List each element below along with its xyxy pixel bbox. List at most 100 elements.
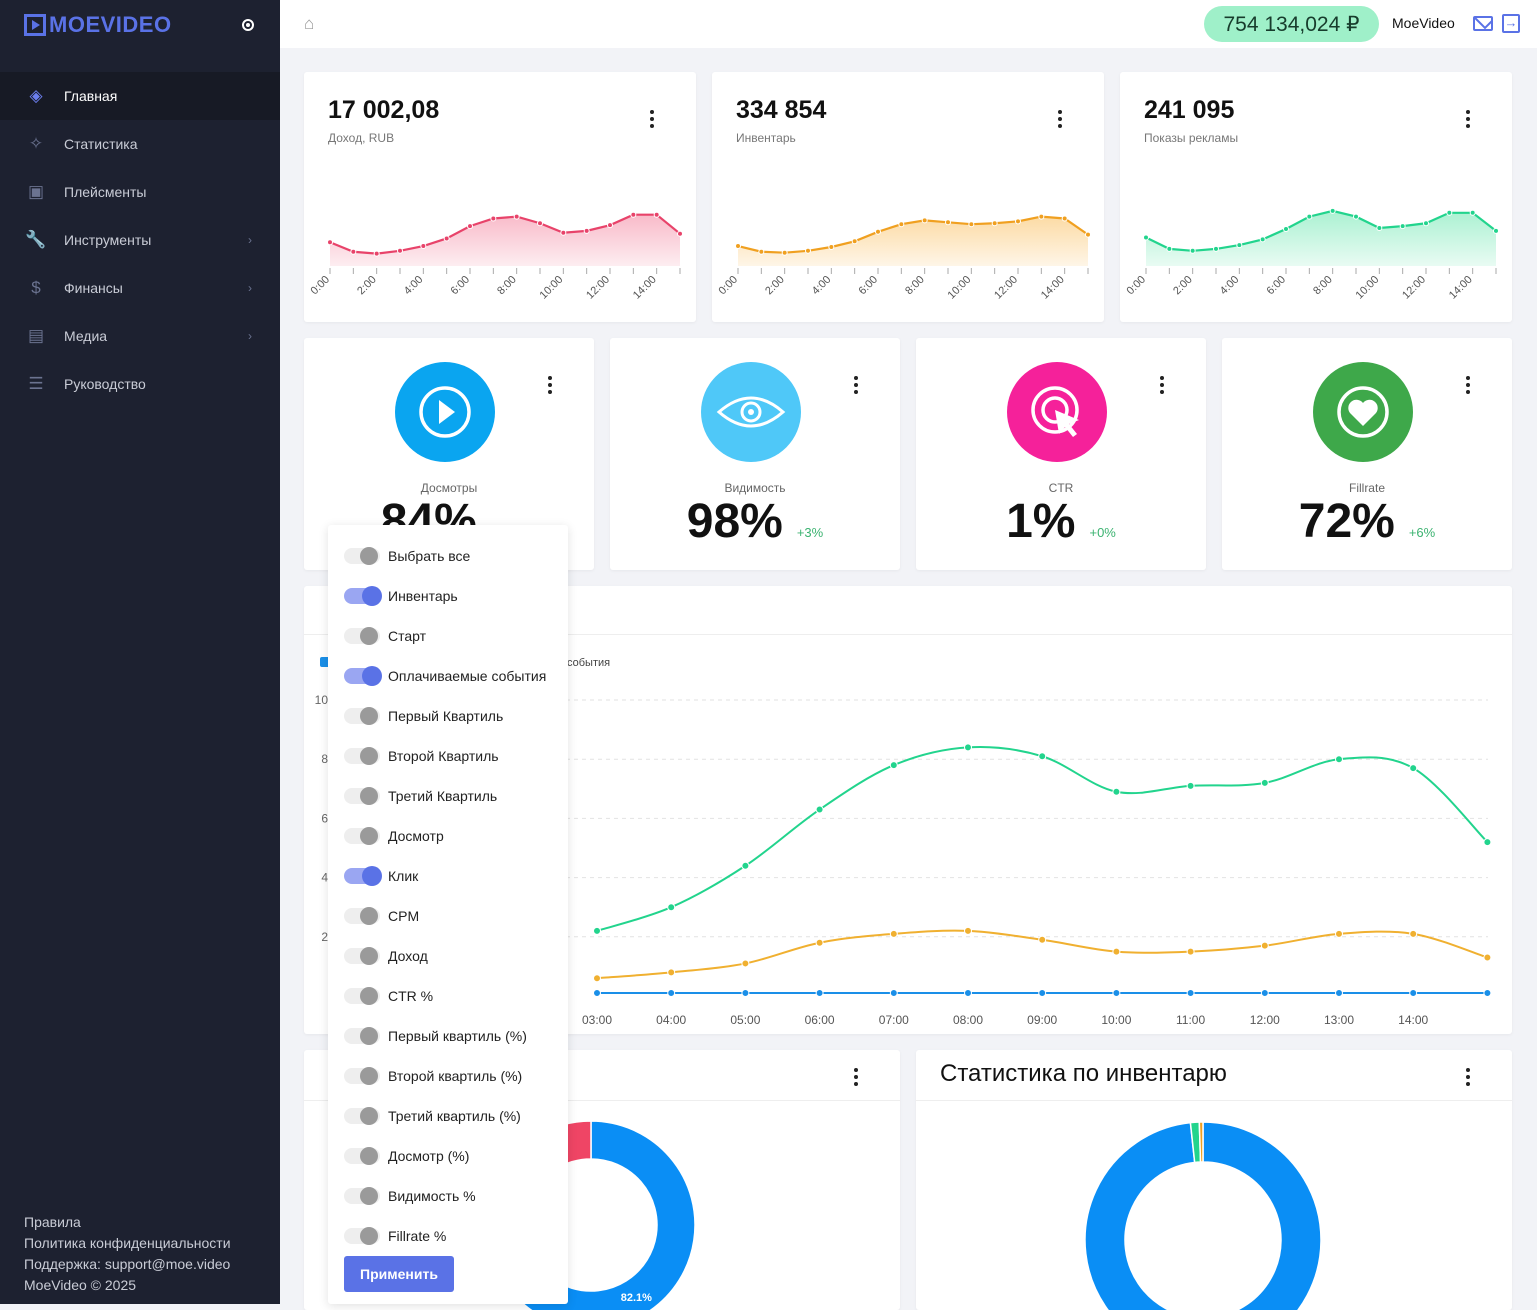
data-point[interactable] [1112,989,1121,998]
data-point[interactable] [815,805,824,814]
more-menu-icon[interactable] [546,376,554,397]
data-point[interactable] [964,926,972,935]
data-point[interactable] [889,989,898,998]
data-point[interactable] [1112,947,1121,956]
toggle-switch[interactable] [344,947,380,965]
series-toggle-item[interactable]: Клик [344,864,418,888]
logo[interactable]: MOEVIDEO [24,12,172,38]
more-menu-icon[interactable] [1158,376,1166,397]
data-point[interactable] [667,989,676,998]
data-point[interactable] [964,989,972,998]
data-point[interactable] [1483,953,1492,962]
series-toggle-item[interactable]: Третий квартиль (%) [344,1104,521,1128]
sidebar-item-3[interactable]: 🔧 Инструменты › [0,216,280,264]
series-toggle-item[interactable]: Инвентарь [344,584,458,608]
data-point[interactable] [667,903,676,912]
data-point[interactable] [815,989,824,998]
toggle-switch[interactable] [344,627,380,645]
toggle-switch[interactable] [344,666,382,686]
legend-marker[interactable] [320,657,330,667]
toggle-switch[interactable] [344,827,380,845]
more-menu-icon[interactable] [648,110,656,131]
data-point[interactable] [1260,778,1269,787]
toggle-switch[interactable] [344,987,380,1005]
data-point[interactable] [1409,764,1418,773]
series-toggle-item[interactable]: Оплачиваемые события [344,664,546,688]
toggle-switch[interactable] [344,1227,380,1245]
sidebar-item-0[interactable]: ◈ Главная [0,72,280,120]
toggle-switch[interactable] [344,586,382,606]
toggle-switch[interactable] [344,547,380,565]
toggle-switch[interactable] [344,1067,380,1085]
data-point[interactable] [1038,989,1047,998]
series-toggle-item[interactable]: Первый Квартиль [344,704,503,728]
data-point[interactable] [1335,755,1343,764]
series-toggle-item[interactable]: Досмотр [344,824,444,848]
donut-slice[interactable] [1084,1121,1322,1310]
series-toggle-item[interactable]: Второй Квартиль [344,744,499,768]
more-menu-icon[interactable] [852,1068,860,1089]
series-toggle-item[interactable]: Выбрать все [344,544,470,568]
data-point[interactable] [1483,989,1492,998]
series-toggle-item[interactable]: Fillrate % [344,1224,446,1248]
toggle-switch[interactable] [344,1187,380,1205]
home-icon[interactable]: ⌂ [304,14,315,33]
sidebar-item-6[interactable]: ☰ Руководство [0,360,280,408]
toggle-switch[interactable] [344,787,380,805]
series-toggle-item[interactable]: Досмотр (%) [344,1144,469,1168]
mail-icon[interactable] [1473,16,1493,31]
logout-icon[interactable]: → [1502,14,1520,33]
data-point[interactable] [1409,929,1418,938]
data-point[interactable] [1335,929,1343,938]
sidebar-item-2[interactable]: ▣ Плейсменты [0,168,280,216]
user-name[interactable]: MoeVideo [1392,15,1455,31]
more-menu-icon[interactable] [1056,110,1064,131]
toggle-switch[interactable] [344,1027,380,1045]
series-toggle-item[interactable]: Видимость % [344,1184,476,1208]
data-point[interactable] [741,861,750,870]
sidebar-item-1[interactable]: ✧ Статистика [0,120,280,168]
data-point[interactable] [815,938,824,947]
data-point[interactable] [593,926,601,935]
toggle-switch[interactable] [344,747,380,765]
data-point[interactable] [964,743,972,752]
series-toggle-item[interactable]: CPM [344,904,419,928]
sidebar-item-5[interactable]: ▤ Медиа › [0,312,280,360]
data-point[interactable] [1112,787,1121,796]
more-menu-icon[interactable] [1464,376,1472,397]
data-point[interactable] [1483,838,1492,847]
data-point[interactable] [667,968,676,977]
data-point[interactable] [741,959,750,968]
sidebar-toggle[interactable] [242,19,254,31]
data-point[interactable] [889,761,898,770]
series-toggle-item[interactable]: Второй квартиль (%) [344,1064,522,1088]
series-toggle-item[interactable]: CTR % [344,984,433,1008]
data-point[interactable] [1186,781,1195,790]
data-point[interactable] [889,929,898,938]
more-menu-icon[interactable] [1464,110,1472,131]
data-point[interactable] [1038,752,1047,761]
series-toggle-item[interactable]: Первый квартиль (%) [344,1024,527,1048]
data-point[interactable] [593,989,601,998]
data-point[interactable] [1186,989,1195,998]
donut-slice[interactable] [1198,1121,1204,1163]
data-point[interactable] [1260,941,1269,950]
data-point[interactable] [1409,989,1418,998]
legend-label[interactable]: события [567,657,611,669]
series-toggle-item[interactable]: Третий Квартиль [344,784,497,808]
data-point[interactable] [593,974,601,983]
support-text[interactable]: Поддержка: support@moe.video [24,1256,231,1272]
data-point[interactable] [1335,989,1343,998]
data-point[interactable] [1038,935,1047,944]
apply-button[interactable]: Применить [344,1256,454,1292]
more-menu-icon[interactable] [1464,1068,1472,1089]
series-toggle-item[interactable]: Старт [344,624,426,648]
sidebar-item-4[interactable]: $ Финансы › [0,264,280,312]
data-point[interactable] [1186,947,1195,956]
data-point[interactable] [741,989,750,998]
privacy-link[interactable]: Политика конфиденциальности [24,1235,231,1251]
toggle-switch[interactable] [344,1147,380,1165]
toggle-switch[interactable] [344,707,380,725]
data-point[interactable] [1260,989,1269,998]
toggle-switch[interactable] [344,907,380,925]
